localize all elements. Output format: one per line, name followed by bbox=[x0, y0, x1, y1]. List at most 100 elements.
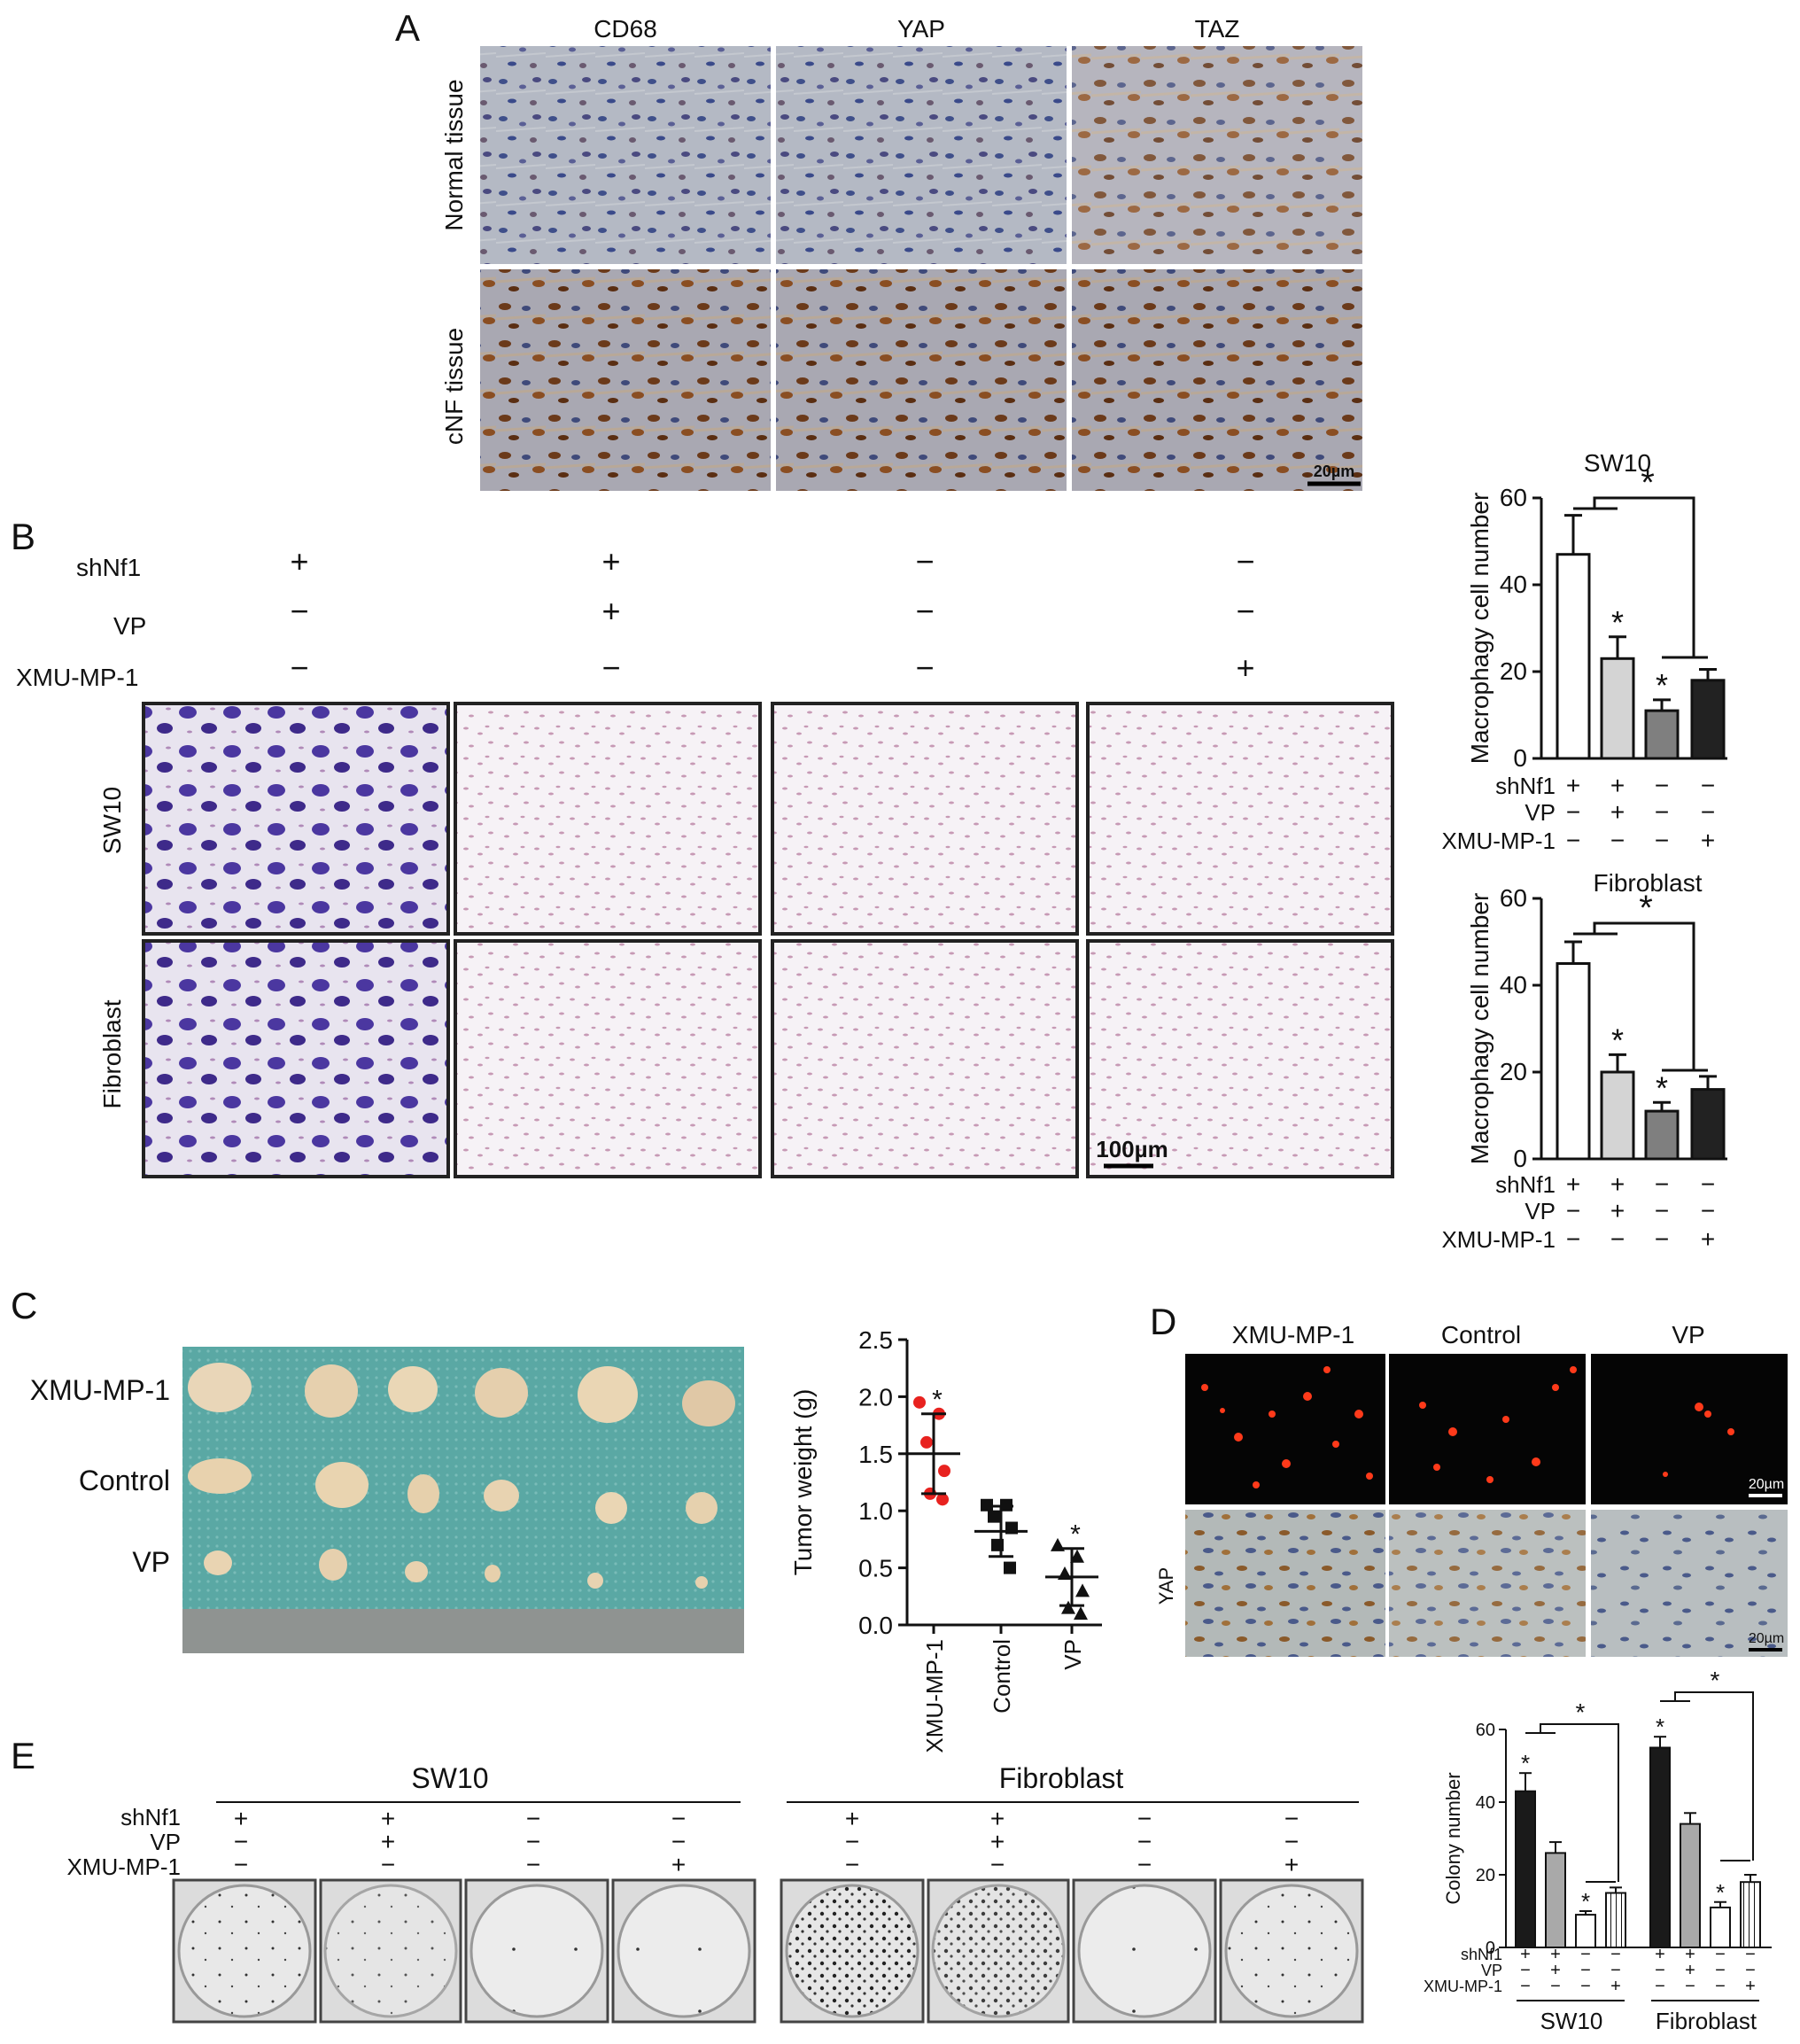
bar bbox=[1605, 1892, 1626, 1948]
panel-b-sign: − bbox=[915, 649, 934, 686]
panel-b-image-fib-1 bbox=[142, 939, 450, 1178]
panel-d-fluor-vp bbox=[1591, 1354, 1788, 1504]
data-point bbox=[1061, 1600, 1075, 1614]
panel-e-factor-xmu: XMU-MP-1 bbox=[66, 1854, 181, 1880]
panel-d-col-control: Control bbox=[1441, 1321, 1521, 1348]
bar bbox=[1740, 1881, 1761, 1948]
panel-d-fluor-xmu bbox=[1185, 1354, 1385, 1504]
bar bbox=[1545, 1852, 1566, 1948]
x-tick-label: XMU-MP-1 bbox=[921, 1639, 948, 1753]
significance-bracket bbox=[1573, 921, 1708, 1072]
condition-sign: − bbox=[1745, 1945, 1756, 1964]
data-point bbox=[1004, 1561, 1016, 1574]
data-point bbox=[938, 1465, 950, 1478]
significance-star: * bbox=[932, 1386, 943, 1415]
panel-e-sign: − bbox=[845, 1851, 859, 1878]
panel-c-letter: C bbox=[11, 1285, 37, 1326]
panel-e-sign: − bbox=[671, 1828, 686, 1855]
panel-c-row-vp: VP bbox=[132, 1546, 170, 1578]
y-tick-label: 60 bbox=[1476, 1721, 1495, 1740]
panel-e-sign: − bbox=[1137, 1851, 1152, 1878]
significance-bracket bbox=[1573, 496, 1708, 659]
panel-e-sign: + bbox=[990, 1805, 1005, 1832]
y-axis-label: Macrophagy cell number bbox=[1466, 493, 1494, 765]
condition-sign: − bbox=[1610, 1961, 1621, 1980]
panel-b-condition-signs: + − − + + − − − − − − + bbox=[290, 543, 1254, 686]
bar bbox=[1575, 1914, 1596, 1949]
condition-sign: − bbox=[1715, 1961, 1726, 1980]
condition-label: VP bbox=[1525, 799, 1556, 826]
condition-sign: + bbox=[1550, 1945, 1561, 1964]
condition-sign: − bbox=[1550, 1977, 1561, 1996]
panel-c-tumor-photo bbox=[182, 1347, 744, 1653]
panel-a-row-cnf: cNF tissue bbox=[440, 328, 468, 445]
panel-b-image-fib-3 bbox=[771, 939, 1079, 1178]
y-tick-label: 20 bbox=[1500, 657, 1527, 685]
panel-d-ihc-control bbox=[1389, 1510, 1586, 1657]
significance-bracket bbox=[1660, 1691, 1754, 1861]
significance-star: * bbox=[1656, 667, 1668, 703]
panel-c-row-xmu: XMU-MP-1 bbox=[30, 1374, 170, 1406]
panel-e-dishes bbox=[172, 1878, 1364, 2024]
y-tick-label: 1.0 bbox=[858, 1497, 893, 1525]
condition-sign: − bbox=[1701, 1197, 1715, 1224]
y-tick-label: 2.5 bbox=[858, 1326, 893, 1354]
condition-label: VP bbox=[1525, 1198, 1556, 1224]
bar bbox=[1710, 1906, 1731, 1948]
data-point bbox=[913, 1395, 926, 1409]
condition-sign: − bbox=[1520, 1961, 1531, 1980]
condition-label: shNf1 bbox=[1495, 773, 1556, 799]
panel-a-letter: A bbox=[395, 7, 420, 49]
significance-bracket bbox=[1525, 1723, 1619, 1883]
significance-star: * bbox=[1639, 889, 1653, 928]
condition-sign: + bbox=[1550, 1961, 1561, 1980]
condition-sign: + bbox=[1610, 1977, 1621, 1996]
data-point bbox=[1075, 1583, 1090, 1597]
significance-star: * bbox=[1656, 1714, 1664, 1740]
significance-star: * bbox=[1641, 463, 1655, 502]
panel-d-col-vp: VP bbox=[1672, 1321, 1704, 1348]
significance-star: * bbox=[1711, 1667, 1720, 1694]
condition-sign: − bbox=[1715, 1945, 1726, 1964]
significance-star: * bbox=[1521, 1750, 1530, 1776]
panel-e-sign: − bbox=[990, 1851, 1005, 1878]
bar bbox=[1600, 1070, 1635, 1161]
y-tick-label: 0.0 bbox=[858, 1612, 893, 1639]
panel-b-row-sw10: SW10 bbox=[98, 787, 126, 854]
y-axis-label: Tumor weight (g) bbox=[789, 1389, 817, 1576]
data-point bbox=[1074, 1606, 1088, 1620]
data-point bbox=[920, 1435, 933, 1449]
condition-sign: − bbox=[1745, 1961, 1756, 1980]
panel-b-sign: − bbox=[290, 593, 308, 629]
condition-sign: + bbox=[1566, 772, 1580, 799]
panel-a-image-cnf-taz bbox=[1072, 269, 1362, 491]
condition-sign: + bbox=[1566, 1170, 1580, 1198]
panel-a-scale-label: 20µm bbox=[1314, 462, 1354, 480]
panel-a-image-normal-taz bbox=[1072, 46, 1362, 264]
panel-b-sign: + bbox=[601, 593, 620, 629]
panel-e-sign: − bbox=[671, 1805, 686, 1832]
condition-sign: − bbox=[1701, 772, 1715, 799]
condition-label: XMU-MP-1 bbox=[1424, 1978, 1502, 1995]
condition-sign: − bbox=[1610, 827, 1625, 854]
bar bbox=[1556, 962, 1591, 1161]
panel-e-sign: − bbox=[1137, 1805, 1152, 1832]
chart-title: SW10 bbox=[1584, 449, 1651, 477]
panel-b-sign: − bbox=[290, 649, 308, 686]
panel-e-group-sw10: SW10 bbox=[411, 1762, 488, 1794]
x-tick-label: VP bbox=[1059, 1639, 1086, 1670]
panel-b-sign: + bbox=[601, 543, 620, 579]
condition-sign: + bbox=[1685, 1945, 1695, 1964]
y-tick-label: 0.5 bbox=[858, 1555, 893, 1582]
condition-sign: − bbox=[1520, 1977, 1531, 1996]
bar bbox=[1600, 657, 1635, 760]
condition-label: shNf1 bbox=[1495, 1171, 1556, 1198]
y-tick-label: 40 bbox=[1500, 971, 1527, 999]
panel-b-sign: − bbox=[1236, 593, 1254, 629]
panel-a-col-cd68: CD68 bbox=[594, 15, 657, 43]
significance-star: * bbox=[1656, 1069, 1668, 1106]
panel-d-ihc-xmu bbox=[1185, 1510, 1385, 1657]
significance-star: * bbox=[1581, 1888, 1590, 1915]
condition-sign: − bbox=[1655, 1225, 1669, 1253]
